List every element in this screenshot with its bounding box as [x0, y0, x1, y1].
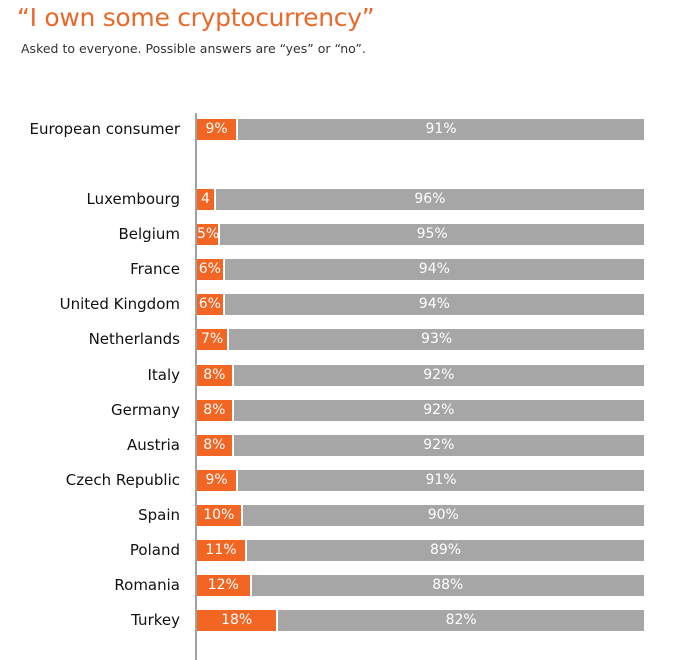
bar-no: 95% [220, 224, 644, 246]
bar-yes: 8% [197, 399, 232, 421]
bar-no: 92% [233, 364, 644, 386]
bar-no: 92% [233, 434, 644, 456]
category-label: Romania [114, 576, 180, 595]
bar-yes: 8% [197, 434, 232, 456]
bar-no: 96% [215, 189, 644, 210]
category-label: United Kingdom [59, 295, 180, 314]
category-label: Belgium [118, 225, 181, 244]
category-label: Austria [127, 435, 180, 454]
bar-yes: 4 [197, 189, 214, 210]
bar-no: 82% [278, 610, 644, 632]
bar-yes: 5% [197, 224, 219, 246]
bar-no: 94% [224, 259, 644, 281]
category-label: Netherlands [88, 330, 180, 349]
category-label: Czech Republic [65, 470, 180, 489]
bar-no: 91% [238, 469, 644, 491]
category-label: France [130, 260, 180, 279]
y-axis-line [195, 113, 197, 660]
category-label: European consumer [29, 120, 180, 138]
bar-yes: 12% [197, 575, 250, 597]
bar-no: 88% [251, 575, 644, 597]
bar-yes: 6% [197, 294, 223, 316]
category-label: Turkey [131, 611, 180, 630]
category-label: Spain [138, 505, 180, 524]
bar-no: 89% [247, 540, 644, 561]
bar-yes: 6% [197, 259, 223, 281]
bar-no: 92% [233, 399, 644, 421]
bar-no: 93% [229, 329, 644, 351]
bar-yes: 18% [197, 610, 277, 632]
bar-yes: 10% [197, 504, 241, 526]
category-label: Luxembourg [86, 190, 181, 208]
bar-yes: 9% [197, 119, 237, 140]
bar-no: 90% [242, 504, 644, 526]
category-label: Germany [111, 400, 180, 419]
category-label: Italy [147, 365, 180, 384]
bar-yes: 9% [197, 469, 237, 491]
bar-no: 91% [238, 119, 644, 140]
chart-title: “I own some cryptocurrency” [17, 3, 375, 32]
chart-subtitle: Asked to everyone. Possible answers are … [21, 41, 366, 56]
category-label: Poland [129, 541, 180, 559]
bar-yes: 7% [197, 329, 228, 351]
bar-yes: 8% [197, 364, 232, 386]
bar-no: 94% [224, 294, 644, 316]
bar-yes: 11% [197, 540, 246, 561]
